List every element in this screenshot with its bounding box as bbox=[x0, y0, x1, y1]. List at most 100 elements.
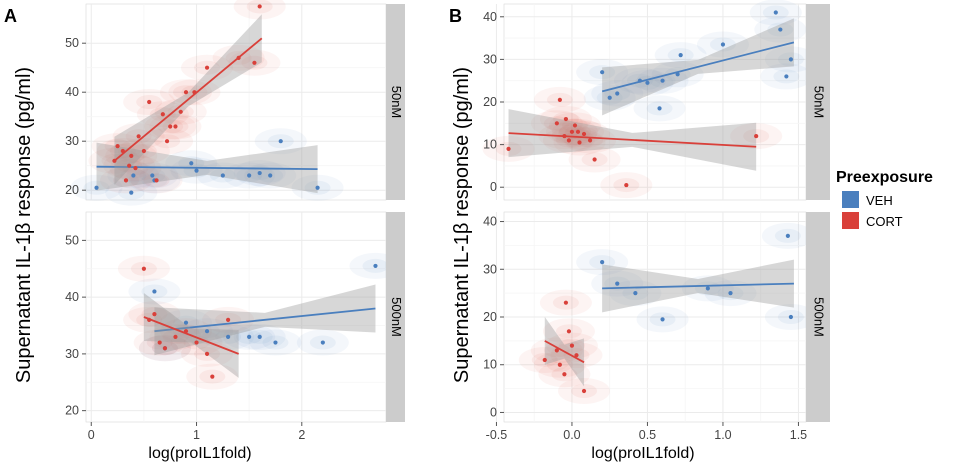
fit-line-cort bbox=[544, 340, 585, 364]
y-tick-label: 30 bbox=[65, 134, 79, 148]
x-tick-label: 1.0 bbox=[714, 428, 731, 442]
y-axis-title-a: Supernatant IL-1β response (pg/ml) bbox=[13, 67, 35, 383]
x-tick-label: 2 bbox=[298, 428, 305, 442]
data-point-cort bbox=[133, 166, 138, 171]
data-point-cort bbox=[141, 148, 146, 154]
data-point-cort bbox=[210, 374, 215, 379]
data-point-veh bbox=[204, 329, 210, 334]
data-point-cort bbox=[542, 357, 547, 363]
fit-line-veh bbox=[96, 165, 318, 171]
x-tick-label: -0.5 bbox=[486, 428, 508, 442]
panel-label-a: A bbox=[4, 6, 17, 26]
data-point-veh bbox=[320, 340, 325, 345]
data-point-cort bbox=[581, 131, 587, 137]
y-tick-label: 30 bbox=[483, 262, 497, 276]
data-point-veh bbox=[152, 289, 157, 294]
data-point-cort bbox=[152, 312, 157, 317]
data-point-veh bbox=[675, 72, 680, 77]
data-point-veh bbox=[247, 173, 252, 178]
data-point-cort bbox=[574, 353, 579, 358]
data-point-veh bbox=[660, 317, 665, 322]
data-point-cort bbox=[173, 334, 178, 339]
data-point-cort bbox=[754, 133, 759, 139]
data-point-veh bbox=[778, 27, 783, 32]
data-point-cort bbox=[569, 343, 575, 348]
data-point-cort bbox=[162, 346, 168, 351]
data-point-cort bbox=[168, 124, 173, 129]
x-axis-title-a: log(proIL1fold) bbox=[148, 445, 251, 462]
y-tick-label: 40 bbox=[483, 215, 497, 229]
data-point-veh bbox=[705, 286, 710, 291]
y-tick-label: 10 bbox=[483, 358, 497, 372]
data-point-veh bbox=[273, 340, 278, 345]
data-point-veh bbox=[720, 42, 726, 47]
data-point-veh bbox=[131, 173, 136, 178]
data-point-cort bbox=[173, 124, 178, 129]
legend-key-cort bbox=[842, 212, 859, 229]
data-point-cort bbox=[563, 300, 569, 305]
y-axis-title-b: Supernatant IL-1β response (pg/ml) bbox=[451, 67, 473, 383]
y-tick-label: 30 bbox=[65, 347, 79, 361]
data-point-veh bbox=[150, 173, 155, 178]
data-point-veh bbox=[678, 53, 683, 58]
y-tick-label: 20 bbox=[65, 183, 79, 197]
data-point-cort bbox=[157, 340, 162, 345]
data-point-cort bbox=[252, 60, 257, 65]
data-point-cort bbox=[115, 144, 120, 149]
data-point-cort bbox=[164, 139, 170, 144]
facet-a-500nm: 500nM 20 30 40 50 0 1 2 bbox=[65, 211, 405, 442]
data-point-cort bbox=[147, 317, 152, 322]
data-point-cort bbox=[566, 329, 572, 334]
data-point-veh bbox=[773, 10, 778, 15]
y-tick-label: 50 bbox=[65, 36, 79, 50]
data-point-cort bbox=[557, 97, 562, 102]
y-tick-label: 40 bbox=[65, 290, 79, 304]
facet-strip bbox=[806, 4, 830, 200]
facet-b-500nm: 500nM 0 10 20 30 40 -0.5 0.0 0.5 1.0 1.5 bbox=[483, 211, 830, 442]
data-point-cort bbox=[236, 55, 241, 61]
x-tick-label: 1.5 bbox=[790, 428, 807, 442]
data-point-cort bbox=[563, 116, 569, 122]
facet-strip bbox=[806, 212, 830, 422]
data-point-veh bbox=[784, 74, 789, 79]
x-tick-label: 0.5 bbox=[639, 428, 656, 442]
data-point-cort bbox=[112, 158, 117, 163]
data-point-cort bbox=[554, 121, 559, 126]
data-point-veh bbox=[600, 70, 605, 75]
data-point-veh bbox=[278, 139, 283, 144]
x-tick-label: 1 bbox=[193, 428, 200, 442]
data-point-veh bbox=[268, 173, 273, 178]
data-point-cort bbox=[183, 329, 189, 334]
data-point-cort bbox=[562, 133, 567, 139]
data-point-veh bbox=[657, 106, 662, 111]
data-point-cort bbox=[129, 153, 134, 158]
facet-strip-label: 50nM bbox=[812, 86, 827, 119]
data-point-veh bbox=[607, 95, 612, 100]
facet-a-50nm: 50nM 20 30 40 50 bbox=[65, 0, 405, 206]
data-point-cort bbox=[160, 112, 165, 117]
data-point-veh bbox=[247, 334, 252, 339]
facet-strip bbox=[386, 212, 405, 422]
data-point-veh bbox=[226, 334, 231, 339]
data-point-cort bbox=[123, 178, 129, 183]
data-point-veh bbox=[94, 185, 99, 190]
fit-line-veh bbox=[154, 307, 376, 333]
data-point-veh bbox=[615, 281, 620, 286]
y-tick-label: 10 bbox=[483, 138, 497, 152]
data-point-cort bbox=[592, 157, 597, 162]
data-point-veh bbox=[615, 91, 620, 96]
y-tick-label: 0 bbox=[490, 180, 497, 194]
data-point-veh bbox=[257, 170, 262, 176]
data-point-cort bbox=[562, 372, 567, 377]
data-point-cort bbox=[127, 163, 132, 168]
data-point-cort bbox=[204, 351, 210, 356]
x-tick-label: 0 bbox=[88, 428, 95, 442]
data-point-cort bbox=[577, 140, 582, 145]
data-point-cort bbox=[178, 109, 183, 114]
legend-label-cort: CORT bbox=[866, 214, 903, 229]
data-point-cort bbox=[587, 138, 593, 143]
data-point-cort bbox=[192, 90, 197, 95]
data-point-veh bbox=[660, 78, 665, 83]
y-tick-label: 50 bbox=[65, 233, 79, 247]
data-point-veh bbox=[257, 334, 262, 339]
